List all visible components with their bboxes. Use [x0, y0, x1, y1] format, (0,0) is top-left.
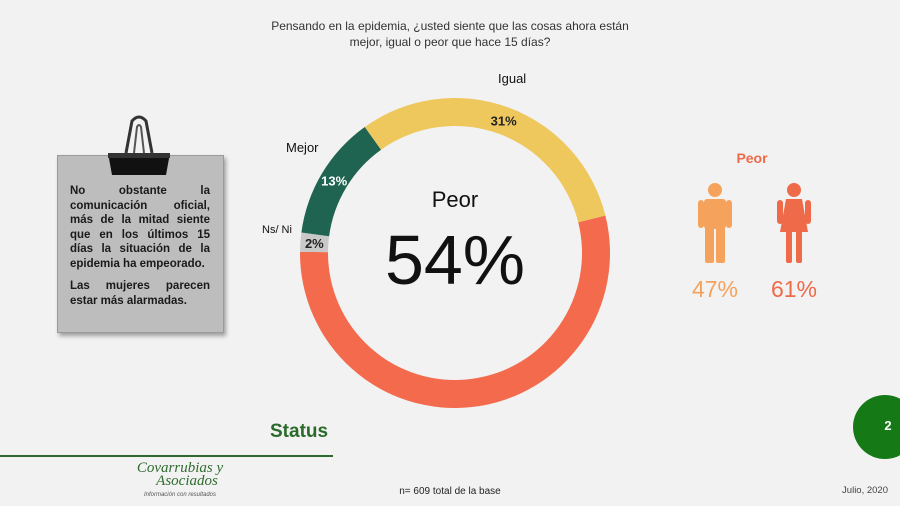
man-icon	[698, 183, 732, 263]
donut-chart: 2% 13% 31% Peor 54%	[299, 97, 610, 408]
donut-value-mejor: 13%	[321, 173, 347, 188]
segment-label-nsni: Ns/ Ni	[262, 224, 292, 236]
gender-title: Peor	[736, 150, 768, 166]
logo-line-1: Covarrubias y	[136, 460, 224, 476]
donut-segment-igual	[364, 97, 606, 223]
female-percent: 61%	[770, 276, 818, 302]
segment-label-igual: Igual	[498, 71, 527, 86]
logo-line-2: Asociados	[156, 473, 218, 489]
logo-text: Covarrubias y Asociados	[120, 460, 240, 489]
divider-line	[0, 455, 333, 457]
donut-segment-peor	[299, 215, 610, 408]
center-value: 54%	[385, 221, 525, 299]
center-label: Peor	[432, 187, 478, 212]
date-label: Julio, 2020	[842, 485, 888, 496]
binder-clip-icon	[108, 115, 170, 175]
note-card: No obstante la comunicación oficial, más…	[57, 155, 224, 333]
segment-label-mejor: Mejor	[286, 140, 319, 155]
sample-note: n= 609 total de la base	[399, 486, 501, 497]
question-line-2: mejor, igual o peor que hace 15 días?	[349, 35, 551, 49]
section-status: Status	[270, 421, 329, 442]
donut-segment-mejor	[301, 126, 382, 237]
donut-value-nsni: 2%	[305, 236, 324, 251]
male-percent: 47%	[691, 276, 739, 302]
page-number: 2	[884, 418, 892, 433]
woman-icon	[777, 183, 811, 263]
donut-value-igual: 31%	[491, 114, 517, 129]
note-paragraph-1: No obstante la comunicación oficial, más…	[70, 185, 210, 270]
donut-segments	[299, 97, 610, 408]
question-line-1: Pensando en la epidemia, ¿usted siente q…	[271, 19, 629, 33]
note-paragraph-2: Las mujeres parecen estar más alarmadas.	[70, 280, 210, 307]
donut-segment-nsni	[300, 232, 330, 253]
company-logo: Covarrubias y Asociados Información con …	[120, 460, 240, 502]
donut-value-labels: 2% 13% 31%	[305, 114, 517, 251]
logo-tagline: Información con resultados	[143, 492, 217, 498]
page-number-badge	[853, 395, 900, 459]
note-text: No obstante la comunicación oficial, más…	[70, 184, 210, 316]
question-title: Pensando en la epidemia, ¿usted siente q…	[250, 18, 650, 50]
